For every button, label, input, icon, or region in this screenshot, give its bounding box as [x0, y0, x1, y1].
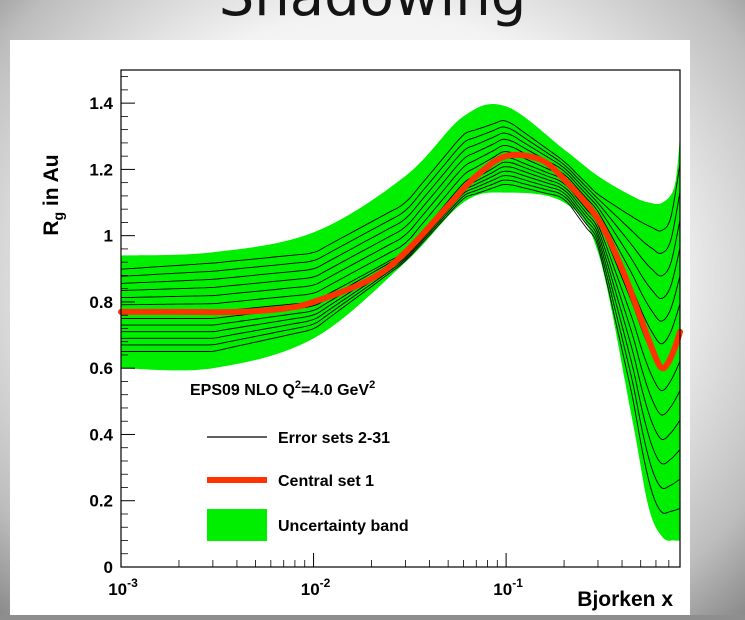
- uncertainty-band: [121, 103, 680, 541]
- y-tick-label: 1.4: [89, 94, 113, 113]
- legend-band-swatch: [207, 509, 267, 541]
- y-tick-label: 0: [104, 558, 113, 577]
- y-tick-label: 1: [104, 227, 113, 246]
- x-tick-label: 10-2: [301, 576, 331, 599]
- chart-svg: 0 0.2 0.4 0.6 0.8 1 1.2 1.4 10-3 10-2 10-1 Rg in A…: [40, 69, 683, 611]
- central-set-curve: [118, 151, 683, 372]
- error-set-curve: [120, 132, 681, 284]
- error-set-curve: [120, 120, 681, 270]
- y-tick-label: 0.4: [89, 425, 113, 444]
- y-tick-label: 1.2: [89, 160, 113, 179]
- legend: Error sets 2-31 Central set 1 Uncertaint…: [207, 430, 409, 541]
- y-tick-label: 0.6: [89, 359, 113, 378]
- plot-frame: [120, 69, 681, 568]
- central-set-layer: [118, 151, 683, 372]
- error-set-curve: [121, 175, 681, 465]
- model-annotation: EPS09 NLO Q2=4.0 GeV2: [190, 379, 375, 399]
- legend-error-sets-label: Error sets 2-31: [278, 430, 390, 447]
- error-set-curve: [120, 126, 681, 277]
- error-set-curve: [120, 144, 681, 322]
- x-tick-label: 10-1: [493, 576, 523, 599]
- error-set-curve: [121, 179, 681, 490]
- chart-canvas: 0 0.2 0.4 0.6 0.8 1 1.2 1.4 10-3 10-2 10-1 Rg in A…: [10, 40, 690, 615]
- x-tick-label: 10-3: [108, 576, 138, 599]
- legend-central-set-label: Central set 1: [278, 473, 374, 490]
- x-axis-label: Bjorken x: [577, 588, 673, 611]
- slide-title: Shadowing: [0, 0, 745, 29]
- y-tick-label: 0.8: [89, 293, 113, 312]
- axes-layer: 0 0.2 0.4 0.6 0.8 1 1.2 1.4 10-3 10-2 10-1: [89, 76, 681, 599]
- legend-band-label: Uncertainty band: [278, 518, 409, 535]
- error-set-curve: [120, 138, 681, 299]
- y-axis-label: Rg in Au: [40, 154, 66, 235]
- error-set-curve: [120, 183, 681, 514]
- band-layer: [121, 103, 680, 541]
- y-tick-label: 0.2: [89, 492, 113, 511]
